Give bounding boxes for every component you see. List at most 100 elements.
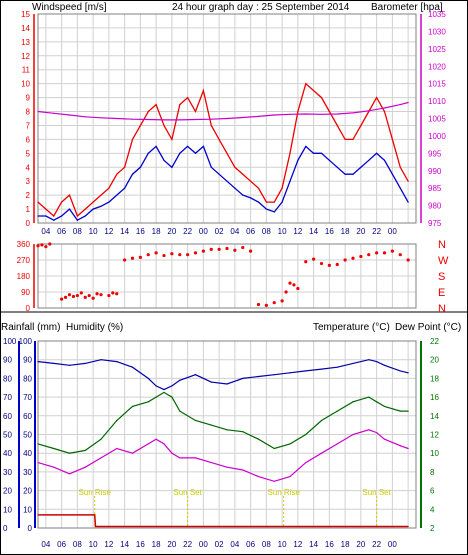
baro-ytick-label: 1035	[428, 10, 446, 19]
wind-gust-line	[37, 82, 409, 218]
temperature-line-point	[383, 405, 386, 408]
wind-gust-line-point	[328, 110, 330, 113]
humidity-line-point	[171, 385, 173, 387]
temperature-line-point	[368, 396, 370, 398]
humidity-line-point	[368, 359, 370, 361]
compass-label: S	[438, 271, 445, 283]
direction-point	[249, 249, 253, 253]
low-xtick-label: 14	[120, 540, 129, 549]
wind-gust-line-point	[399, 166, 401, 168]
wind-xtick-label: 06	[57, 227, 66, 236]
wind-average-line-point	[187, 145, 189, 147]
dewpoint-line-point	[399, 445, 401, 447]
low-xtick-label: 12	[293, 540, 302, 549]
wind-ytick-label: 11	[22, 66, 31, 75]
wind-xtick-label: 06	[246, 227, 255, 236]
series-layer	[36, 82, 410, 528]
wind-xtick-label: 10	[89, 227, 98, 236]
wind-gust-line-point	[194, 110, 197, 113]
direction-point	[382, 251, 387, 255]
low-xtick-label: 22	[183, 540, 192, 549]
wind-gust-line-point	[76, 215, 78, 217]
wind-average-line-point	[163, 159, 165, 161]
wind-gust-line-point	[84, 208, 86, 210]
temp-ytick-label: 22	[430, 337, 439, 346]
humidity-line-point	[376, 360, 378, 363]
wind-gust-line-point	[281, 187, 283, 189]
low-xtick-label: 12	[104, 540, 113, 549]
baro-ytick-label: 985	[428, 184, 442, 193]
wind-average-line-point	[289, 180, 291, 182]
wind-average-line-point	[84, 215, 86, 217]
humidity-line-point	[37, 360, 39, 363]
wind-gust-line-point	[202, 90, 204, 92]
wind-gust-line-point	[116, 173, 118, 175]
direction-point	[343, 258, 347, 262]
wind-average-line-point	[76, 219, 78, 221]
wind-average-line-point	[194, 152, 197, 154]
dewpoint-line-point	[163, 443, 165, 445]
temp-ytick-label: 20	[430, 356, 439, 365]
wind-average-line-point	[352, 173, 354, 175]
humidity-line-point	[352, 362, 354, 365]
wind-ytick-label: 2	[26, 191, 31, 200]
chart-title: 24 hour graph day : 25 September 2014	[172, 2, 350, 13]
wind-gust-line-point	[171, 138, 173, 140]
rain-ytick-label: 40	[3, 449, 12, 458]
wind-gust-line-point	[37, 201, 39, 203]
direction-point	[312, 257, 316, 261]
baro-ytick-label: 1025	[428, 45, 446, 54]
wind-xtick-label: 22	[183, 227, 192, 236]
wind-gust-line-point	[289, 152, 291, 154]
barometer-line-point	[273, 114, 275, 116]
humidity-line-point	[155, 385, 157, 387]
temp-ytick-label: 18	[430, 374, 439, 383]
temperature-line-point	[257, 438, 260, 440]
direction-point	[264, 303, 268, 307]
rain-ytick-label: 20	[3, 487, 12, 496]
humidity-ytick-label: 10	[23, 505, 32, 514]
humidity-line-point	[147, 377, 149, 379]
temperature-line	[37, 391, 409, 454]
wind-ytick-label: 8	[26, 108, 31, 117]
direction-point	[367, 253, 371, 257]
dir-ytick-label: 0	[26, 304, 31, 313]
wind-gust-line-point	[360, 124, 362, 127]
dewpoint-line-point	[147, 443, 149, 445]
wind-gust-line-point	[376, 97, 378, 99]
wind-ytick-label: 14	[21, 24, 30, 33]
wind-average-line-point	[360, 166, 362, 168]
dewpoint-line-point	[131, 452, 134, 454]
wind-gust-line-point	[336, 124, 338, 127]
wind-xtick-label: 12	[293, 227, 302, 236]
barometer-line-point	[320, 113, 323, 115]
dewpoint-line-point	[171, 452, 173, 454]
dewpoint-line-point	[53, 466, 55, 468]
direction-point	[48, 242, 52, 246]
temp-ytick-label: 2	[430, 524, 435, 533]
grid-layer	[38, 13, 416, 529]
barometer-line-point	[84, 116, 86, 118]
wind-average-line-point	[155, 145, 157, 147]
temperature-line-point	[289, 443, 291, 445]
humidity-ytick-label: 70	[23, 393, 32, 402]
direction-point	[256, 302, 261, 307]
temperature-line-point	[163, 391, 165, 394]
temperature-line-point	[100, 438, 102, 440]
wind-ytick-label: 0	[26, 219, 31, 228]
wind-average-line-point	[368, 159, 370, 161]
wind-ytick-label: 10	[21, 80, 30, 89]
low-xtick-label: 00	[388, 540, 397, 549]
wind-gust-line-point	[68, 194, 71, 196]
low-frame	[37, 340, 417, 529]
wind-gust-line-point	[210, 124, 212, 127]
direction-point	[272, 301, 276, 305]
wind-average-line-point	[281, 201, 283, 203]
low-xtick-label: 02	[215, 540, 224, 549]
wind-average-line-point	[313, 152, 315, 154]
dewpoint-line-point	[305, 461, 307, 464]
wind-gust-line-point	[242, 173, 244, 175]
barometer-line-point	[37, 110, 39, 113]
dewpoint-line-point	[320, 452, 323, 454]
